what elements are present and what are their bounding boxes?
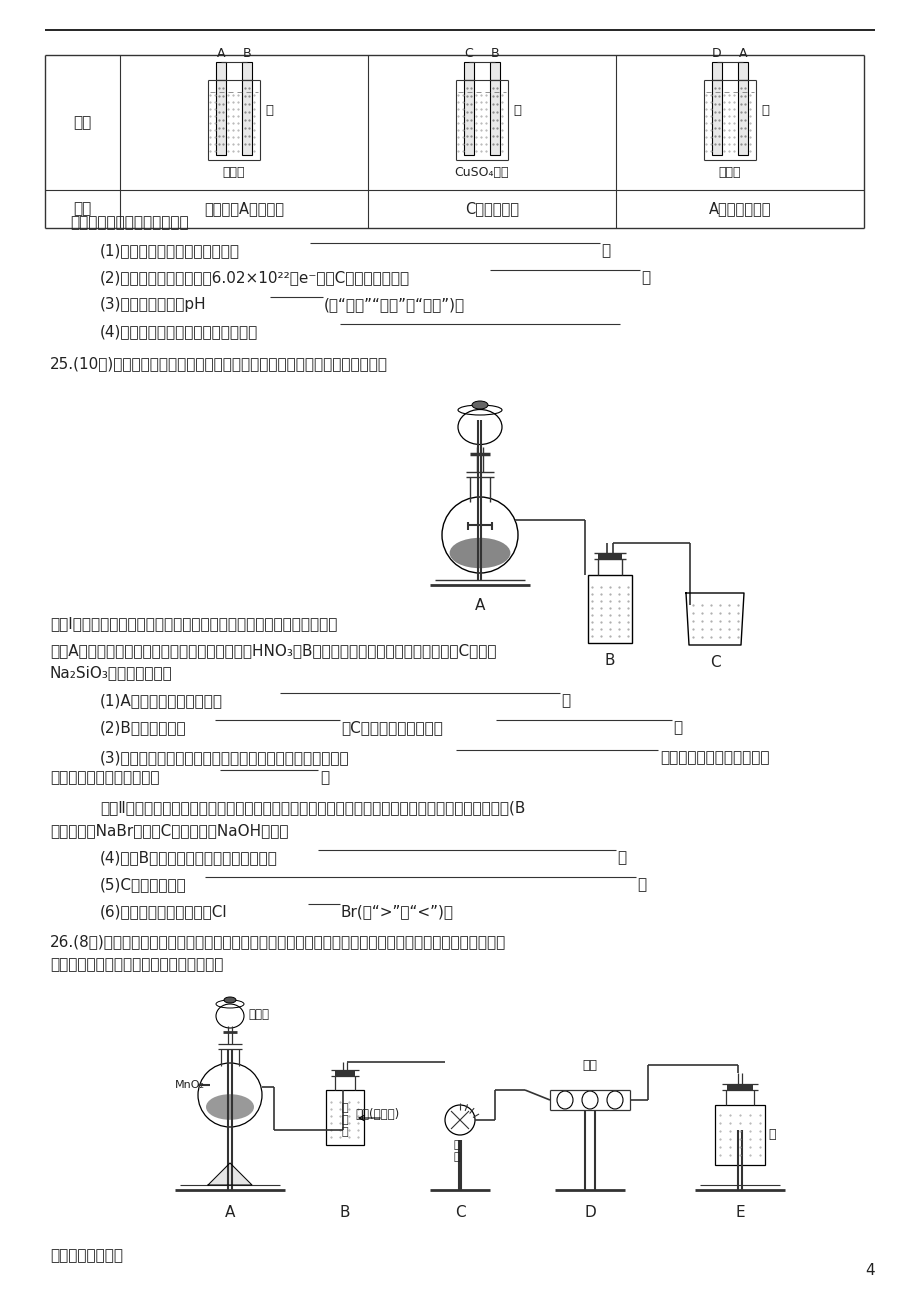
Text: 现象: 现象: [74, 202, 92, 216]
Text: (3)装置丙中溶液的pH: (3)装置丙中溶液的pH: [100, 297, 207, 312]
Bar: [216, 79, 226, 155]
Bar: [714, 1105, 765, 1165]
Text: C: C: [464, 47, 473, 60]
Bar: [490, 62, 499, 79]
Text: 已知A装置的烧瓶里有大理石，分液漏斗里装有稀HNO₃，B装置中装有饱和碳酸氢钓溶液，装置C中装有: 已知A装置的烧瓶里有大理石，分液漏斗里装有稀HNO₃，B装置中装有饱和碳酸氢钓溶…: [50, 643, 496, 658]
Text: 乙: 乙: [513, 103, 520, 116]
Text: 。: 。: [636, 878, 645, 892]
Text: ，C中可观察到的现象是: ，C中可观察到的现象是: [341, 720, 442, 736]
Ellipse shape: [449, 538, 510, 568]
Text: 中模拟上述过程，其设计的模拟装置如下：: 中模拟上述过程，其设计的模拟装置如下：: [50, 957, 223, 973]
Text: 。: 。: [673, 720, 681, 736]
Text: 。: 。: [561, 693, 570, 708]
Bar: [490, 79, 499, 155]
Text: 水: 水: [767, 1129, 775, 1142]
Bar: [463, 62, 473, 79]
Text: (2)B装置的作用是: (2)B装置的作用是: [100, 720, 187, 736]
Bar: [242, 62, 252, 79]
Text: CuSO₄溶液: CuSO₄溶液: [454, 165, 509, 178]
Ellipse shape: [607, 1091, 622, 1109]
Text: Br(填“>”或“<”)。: Br(填“>”或“<”)。: [341, 904, 453, 919]
Ellipse shape: [206, 1094, 254, 1120]
Text: 根据实验现象回答下列问题：: 根据实验现象回答下列问题：: [70, 215, 188, 230]
Text: (6)实验结论：非金属性：Cl: (6)实验结论：非金属性：Cl: [100, 904, 227, 919]
Text: 元素非金属性的强弱顺序是: 元素非金属性的强弱顺序是: [50, 769, 159, 785]
Text: 浓
硫
酸: 浓 硫 酸: [341, 1103, 348, 1137]
Bar: [587, 575, 631, 643]
Text: 装置中装有NaBr溶液，C装置中装有NaOH溶液）: 装置中装有NaBr溶液，C装置中装有NaOH溶液）: [50, 823, 289, 838]
Bar: [242, 79, 252, 155]
Text: (填“变大”“变小”或“不变”)。: (填“变大”“变小”或“不变”)。: [323, 297, 465, 312]
Text: C的质量增加: C的质量增加: [464, 202, 518, 216]
Text: 丙: 丙: [760, 103, 768, 116]
Text: A: A: [474, 598, 484, 613]
Text: (1)A中反应的离子方程式为: (1)A中反应的离子方程式为: [100, 693, 222, 708]
Text: 。: 。: [617, 850, 626, 865]
Text: 甲烷(含水分): 甲烷(含水分): [355, 1108, 399, 1121]
Text: ，由此得出碳、硅、氮三种: ，由此得出碳、硅、氮三种: [659, 750, 768, 766]
Text: (4)写出B装置中发生反应的离子方程式：: (4)写出B装置中发生反应的离子方程式：: [100, 850, 278, 865]
Text: B: B: [490, 47, 499, 60]
Text: 稀硫酸: 稀硫酸: [222, 165, 245, 178]
Text: 强
光: 强 光: [453, 1141, 460, 1161]
Text: C: C: [454, 1204, 465, 1220]
Ellipse shape: [471, 401, 487, 409]
Text: A: A: [738, 47, 746, 60]
Ellipse shape: [582, 1091, 597, 1109]
Bar: [325, 1090, 364, 1144]
Text: 甲: 甲: [265, 103, 273, 116]
Text: 。: 。: [641, 270, 650, 285]
Text: 试回答下列问题：: 试回答下列问题：: [50, 1249, 123, 1263]
Polygon shape: [208, 1163, 252, 1185]
Text: 二价金属A不断溶解: 二价金属A不断溶解: [204, 202, 284, 216]
Text: 浓盐酸: 浓盐酸: [248, 1008, 268, 1021]
Text: (4)四种金属活动性由强到弱的顺序是: (4)四种金属活动性由强到弱的顺序是: [100, 324, 258, 339]
Text: 。: 。: [600, 243, 609, 258]
Text: 棉花: 棉花: [582, 1059, 596, 1072]
Bar: [737, 79, 747, 155]
Text: (3)根据实验现象推知，碳酸、稀酸、硅酸的酸性强弱顺序是: (3)根据实验现象推知，碳酸、稀酸、硅酸的酸性强弱顺序是: [100, 750, 349, 766]
Text: C: C: [709, 655, 720, 671]
Ellipse shape: [216, 1004, 244, 1029]
Text: (1)装置甲中负极的电极反应式是: (1)装置甲中负极的电极反应式是: [100, 243, 240, 258]
Text: 。: 。: [320, 769, 329, 785]
Ellipse shape: [223, 997, 236, 1003]
Text: A上有气体产生: A上有气体产生: [708, 202, 770, 216]
Text: Na₂SiO₃溶液，试回答：: Na₂SiO₃溶液，试回答：: [50, 665, 173, 680]
Bar: [711, 79, 721, 155]
Bar: [216, 62, 226, 79]
Text: (5)C装置的作用是: (5)C装置的作用是: [100, 878, 187, 892]
Text: 26.(8分)利用甲烷与氯气发生取代反应制取副产品盐酸的设想在工业上已成为现实。某化学兴趣小组在实验室: 26.(8分)利用甲烷与氯气发生取代反应制取副产品盐酸的设想在工业上已成为现实。…: [50, 934, 505, 949]
Text: 稀硫酸: 稀硫酸: [718, 165, 741, 178]
Text: 实验Ⅰ：根据元素最高价含氧酸的酸性强弱探究元素非金属性递变规律。: 实验Ⅰ：根据元素最高价含氧酸的酸性强弱探究元素非金属性递变规律。: [50, 616, 337, 631]
Text: MnO₂: MnO₂: [175, 1079, 205, 1090]
Text: D: D: [584, 1204, 596, 1220]
Text: 4: 4: [865, 1263, 874, 1279]
Text: A: A: [224, 1204, 235, 1220]
Bar: [711, 62, 721, 79]
Text: D: D: [711, 47, 721, 60]
Text: 25.(10分)某同学设计实验以探究元素性质的递变规律，实验装置如下图所示：: 25.(10分)某同学设计实验以探究元素性质的递变规律，实验装置如下图所示：: [50, 355, 388, 371]
Text: E: E: [734, 1204, 744, 1220]
Bar: [737, 62, 747, 79]
Text: B: B: [339, 1204, 350, 1220]
Text: 实验Ⅱ：已知常温下高锡酸鑷与浓盐酸混合可产生氯气，利用该装置探究氯和溨元素的非金属性强弱。(B: 实验Ⅱ：已知常温下高锡酸鑷与浓盐酸混合可产生氯气，利用该装置探究氯和溨元素的非金…: [100, 799, 525, 815]
Bar: [335, 1070, 355, 1075]
Ellipse shape: [458, 410, 502, 444]
Text: B: B: [604, 654, 615, 668]
Bar: [463, 79, 473, 155]
Bar: [726, 1085, 752, 1091]
Ellipse shape: [556, 1091, 573, 1109]
Text: (2)装置乙，若电路中转移6.02×10²²个e⁻，则C上增加的质量为: (2)装置乙，若电路中转移6.02×10²²个e⁻，则C上增加的质量为: [100, 270, 410, 285]
Text: 装置: 装置: [74, 115, 92, 130]
Bar: [597, 553, 621, 560]
Text: B: B: [243, 47, 251, 60]
Text: A: A: [217, 47, 225, 60]
